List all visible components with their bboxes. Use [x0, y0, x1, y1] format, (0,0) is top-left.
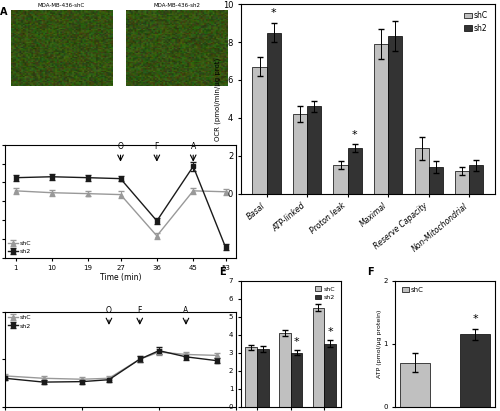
Bar	[312, 307, 324, 407]
Bar	[246, 347, 257, 407]
Bar	[348, 148, 362, 194]
Bar	[455, 171, 469, 194]
Text: *: *	[328, 328, 333, 337]
Bar	[374, 44, 388, 194]
Text: F: F	[154, 142, 159, 151]
Y-axis label: ATP (pmol/μg protein): ATP (pmol/μg protein)	[377, 309, 382, 378]
Text: A: A	[0, 7, 8, 17]
Bar	[334, 165, 347, 194]
Text: *: *	[472, 314, 478, 324]
Text: MDA-MB-436-shC: MDA-MB-436-shC	[38, 2, 85, 7]
Text: *: *	[352, 129, 358, 140]
Legend: shC, sh2: shC, sh2	[461, 8, 491, 36]
X-axis label: Time (min): Time (min)	[100, 272, 141, 282]
Text: A: A	[190, 142, 196, 151]
Legend: shC, sh2: shC, sh2	[8, 240, 31, 254]
Text: O: O	[106, 306, 112, 315]
Text: O: O	[118, 142, 124, 151]
Text: F: F	[368, 268, 374, 277]
Bar	[266, 32, 281, 194]
Bar	[470, 165, 484, 194]
Legend: shC: shC	[399, 284, 426, 296]
Text: A: A	[184, 306, 188, 315]
Legend: shC, sh2: shC, sh2	[8, 315, 31, 328]
Bar	[414, 148, 428, 194]
Bar	[257, 349, 269, 407]
Bar	[460, 334, 490, 407]
Bar	[290, 353, 302, 407]
Text: F: F	[138, 306, 142, 315]
Text: MDA-MB-436-sh2: MDA-MB-436-sh2	[154, 2, 200, 7]
Text: *: *	[271, 8, 276, 18]
Text: E: E	[219, 268, 226, 277]
Bar	[307, 106, 322, 194]
Bar	[388, 36, 402, 194]
Bar	[279, 333, 290, 407]
Bar	[428, 167, 443, 194]
Legend: shC, sh2: shC, sh2	[312, 284, 338, 302]
Bar	[400, 363, 430, 407]
Text: *: *	[294, 337, 300, 347]
Bar	[324, 344, 336, 407]
Y-axis label: OCR (pmol/min/μg prot): OCR (pmol/min/μg prot)	[215, 57, 222, 141]
Bar	[293, 114, 307, 194]
Bar	[252, 67, 266, 194]
